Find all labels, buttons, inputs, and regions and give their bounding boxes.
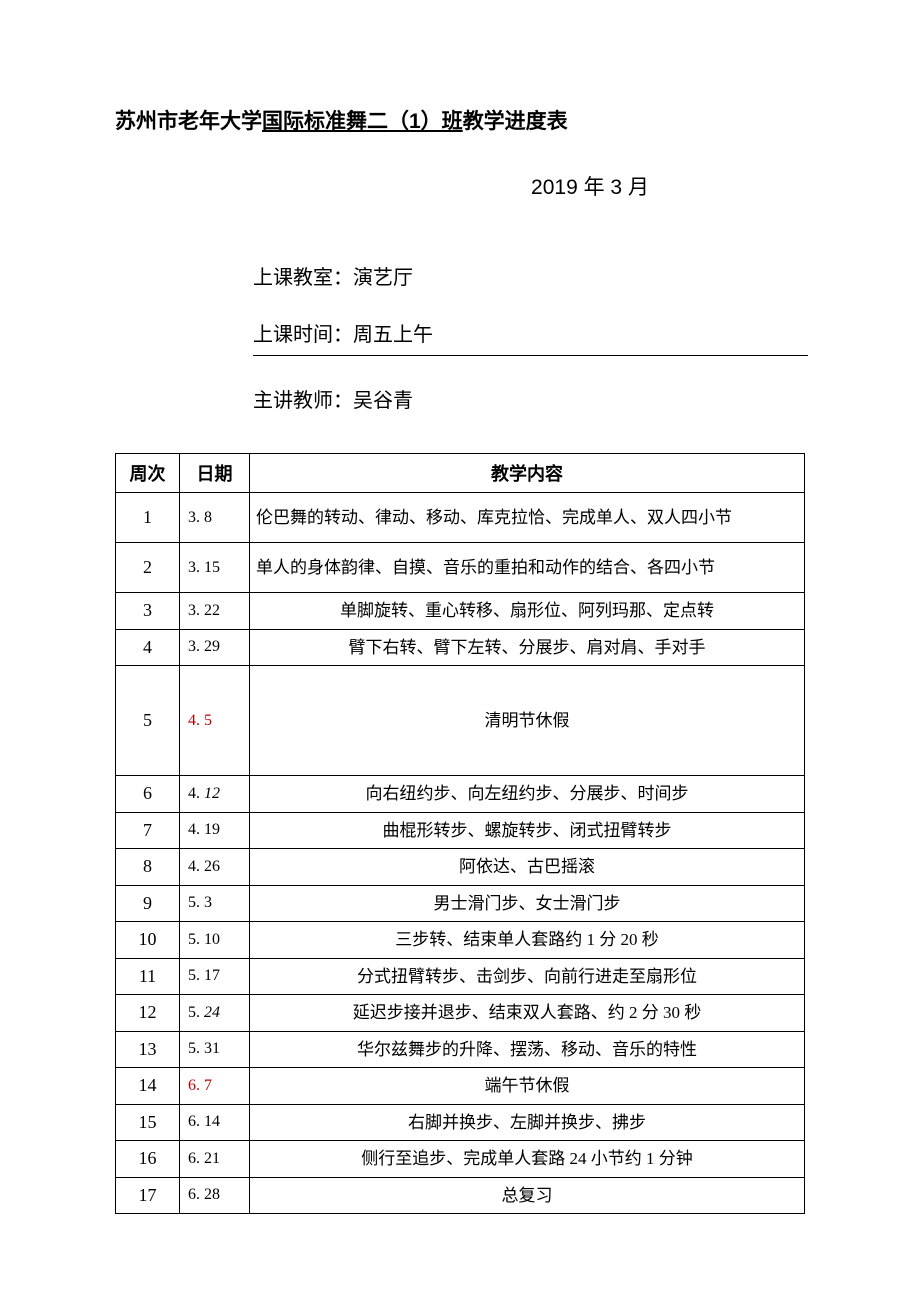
info-room: 上课教室：演艺厅 bbox=[253, 261, 805, 290]
table-row: 74. 19曲棍形转步、螺旋转步、闭式扭臂转步 bbox=[116, 812, 805, 849]
cell-week: 15 bbox=[116, 1104, 180, 1141]
table-row: 64. 12向右纽约步、向左纽约步、分展步、时间步 bbox=[116, 776, 805, 813]
cell-content: 单脚旋转、重心转移、扇形位、阿列玛那、定点转 bbox=[250, 593, 805, 630]
table-row: 156. 14右脚并换步、左脚并换步、拂步 bbox=[116, 1104, 805, 1141]
cell-content: 延迟步接并退步、结束双人套路、约 2 分 30 秒 bbox=[250, 995, 805, 1032]
table-row: 23. 15单人的身体韵律、自摸、音乐的重拍和动作的结合、各四小节 bbox=[116, 543, 805, 593]
table-body: 13. 8伦巴舞的转动、律动、移动、库克拉恰、完成单人、双人四小节23. 15单… bbox=[116, 493, 805, 1214]
cell-date: 5. 17 bbox=[180, 958, 250, 995]
header-content: 教学内容 bbox=[250, 454, 805, 493]
cell-date: 6. 7 bbox=[180, 1068, 250, 1105]
table-row: 135. 31华尔兹舞步的升降、摆荡、移动、音乐的特性 bbox=[116, 1031, 805, 1068]
cell-content: 总复习 bbox=[250, 1177, 805, 1214]
cell-week: 9 bbox=[116, 885, 180, 922]
cell-date: 3. 22 bbox=[180, 593, 250, 630]
table-row: 166. 21侧行至追步、完成单人套路 24 小节约 1 分钟 bbox=[116, 1141, 805, 1178]
title-prefix: 苏州市老年大学 bbox=[115, 110, 262, 133]
document-title: 苏州市老年大学国际标准舞二（1）班教学进度表 bbox=[115, 105, 805, 135]
cell-week: 7 bbox=[116, 812, 180, 849]
cell-date: 3. 29 bbox=[180, 629, 250, 666]
cell-content: 阿依达、古巴摇滚 bbox=[250, 849, 805, 886]
header-date: 日期 bbox=[180, 454, 250, 493]
table-row: 176. 28总复习 bbox=[116, 1177, 805, 1214]
cell-date: 6. 14 bbox=[180, 1104, 250, 1141]
cell-week: 14 bbox=[116, 1068, 180, 1105]
time-label: 上课时间： bbox=[253, 324, 353, 346]
schedule-table: 周次 日期 教学内容 13. 8伦巴舞的转动、律动、移动、库克拉恰、完成单人、双… bbox=[115, 453, 805, 1214]
cell-date: 4. 5 bbox=[180, 666, 250, 776]
cell-content: 分式扭臂转步、击剑步、向前行进走至扇形位 bbox=[250, 958, 805, 995]
cell-date: 4. 12 bbox=[180, 776, 250, 813]
table-row: 95. 3男士滑门步、女士滑门步 bbox=[116, 885, 805, 922]
table-row: 84. 26阿依达、古巴摇滚 bbox=[116, 849, 805, 886]
title-suffix: 教学进度表 bbox=[463, 110, 568, 133]
cell-content: 清明节休假 bbox=[250, 666, 805, 776]
table-row: 115. 17分式扭臂转步、击剑步、向前行进走至扇形位 bbox=[116, 958, 805, 995]
room-value: 演艺厅 bbox=[353, 267, 413, 289]
title-underlined: 国际标准舞二（1）班 bbox=[262, 110, 463, 133]
table-row: 54. 5清明节休假 bbox=[116, 666, 805, 776]
cell-date: 3. 15 bbox=[180, 543, 250, 593]
time-value: 周五上午 bbox=[353, 324, 433, 346]
cell-week: 1 bbox=[116, 493, 180, 543]
info-time: 上课时间：周五上午 bbox=[253, 318, 808, 356]
cell-content: 右脚并换步、左脚并换步、拂步 bbox=[250, 1104, 805, 1141]
cell-content: 侧行至追步、完成单人套路 24 小节约 1 分钟 bbox=[250, 1141, 805, 1178]
cell-content: 端午节休假 bbox=[250, 1068, 805, 1105]
table-row: 33. 22单脚旋转、重心转移、扇形位、阿列玛那、定点转 bbox=[116, 593, 805, 630]
cell-week: 6 bbox=[116, 776, 180, 813]
room-label: 上课教室： bbox=[253, 267, 353, 289]
cell-date: 5. 3 bbox=[180, 885, 250, 922]
cell-date: 6. 21 bbox=[180, 1141, 250, 1178]
cell-week: 12 bbox=[116, 995, 180, 1032]
teacher-value: 吴谷青 bbox=[353, 390, 413, 412]
table-row: 105. 10三步转、结束单人套路约 1 分 20 秒 bbox=[116, 922, 805, 959]
table-row: 13. 8伦巴舞的转动、律动、移动、库克拉恰、完成单人、双人四小节 bbox=[116, 493, 805, 543]
cell-week: 16 bbox=[116, 1141, 180, 1178]
cell-date: 6. 28 bbox=[180, 1177, 250, 1214]
table-row: 43. 29臂下右转、臂下左转、分展步、肩对肩、手对手 bbox=[116, 629, 805, 666]
cell-date: 4. 19 bbox=[180, 812, 250, 849]
cell-content: 臂下右转、臂下左转、分展步、肩对肩、手对手 bbox=[250, 629, 805, 666]
cell-date: 5. 24 bbox=[180, 995, 250, 1032]
cell-content: 男士滑门步、女士滑门步 bbox=[250, 885, 805, 922]
table-header-row: 周次 日期 教学内容 bbox=[116, 454, 805, 493]
cell-date: 5. 31 bbox=[180, 1031, 250, 1068]
cell-content: 华尔兹舞步的升降、摆荡、移动、音乐的特性 bbox=[250, 1031, 805, 1068]
cell-week: 17 bbox=[116, 1177, 180, 1214]
cell-date: 5. 10 bbox=[180, 922, 250, 959]
cell-content: 单人的身体韵律、自摸、音乐的重拍和动作的结合、各四小节 bbox=[250, 543, 805, 593]
cell-week: 13 bbox=[116, 1031, 180, 1068]
date-line: 2019 年 3 月 bbox=[115, 171, 805, 201]
table-row: 146. 7端午节休假 bbox=[116, 1068, 805, 1105]
cell-week: 5 bbox=[116, 666, 180, 776]
teacher-label: 主讲教师： bbox=[253, 390, 353, 412]
info-block: 上课教室：演艺厅 上课时间：周五上午 主讲教师：吴谷青 bbox=[115, 261, 805, 413]
cell-week: 3 bbox=[116, 593, 180, 630]
cell-week: 11 bbox=[116, 958, 180, 995]
header-week: 周次 bbox=[116, 454, 180, 493]
cell-week: 10 bbox=[116, 922, 180, 959]
cell-week: 8 bbox=[116, 849, 180, 886]
cell-content: 伦巴舞的转动、律动、移动、库克拉恰、完成单人、双人四小节 bbox=[250, 493, 805, 543]
cell-week: 4 bbox=[116, 629, 180, 666]
cell-content: 曲棍形转步、螺旋转步、闭式扭臂转步 bbox=[250, 812, 805, 849]
cell-date: 4. 26 bbox=[180, 849, 250, 886]
cell-week: 2 bbox=[116, 543, 180, 593]
cell-date: 3. 8 bbox=[180, 493, 250, 543]
table-row: 125. 24延迟步接并退步、结束双人套路、约 2 分 30 秒 bbox=[116, 995, 805, 1032]
cell-content: 向右纽约步、向左纽约步、分展步、时间步 bbox=[250, 776, 805, 813]
cell-content: 三步转、结束单人套路约 1 分 20 秒 bbox=[250, 922, 805, 959]
info-teacher: 主讲教师：吴谷青 bbox=[253, 384, 805, 413]
